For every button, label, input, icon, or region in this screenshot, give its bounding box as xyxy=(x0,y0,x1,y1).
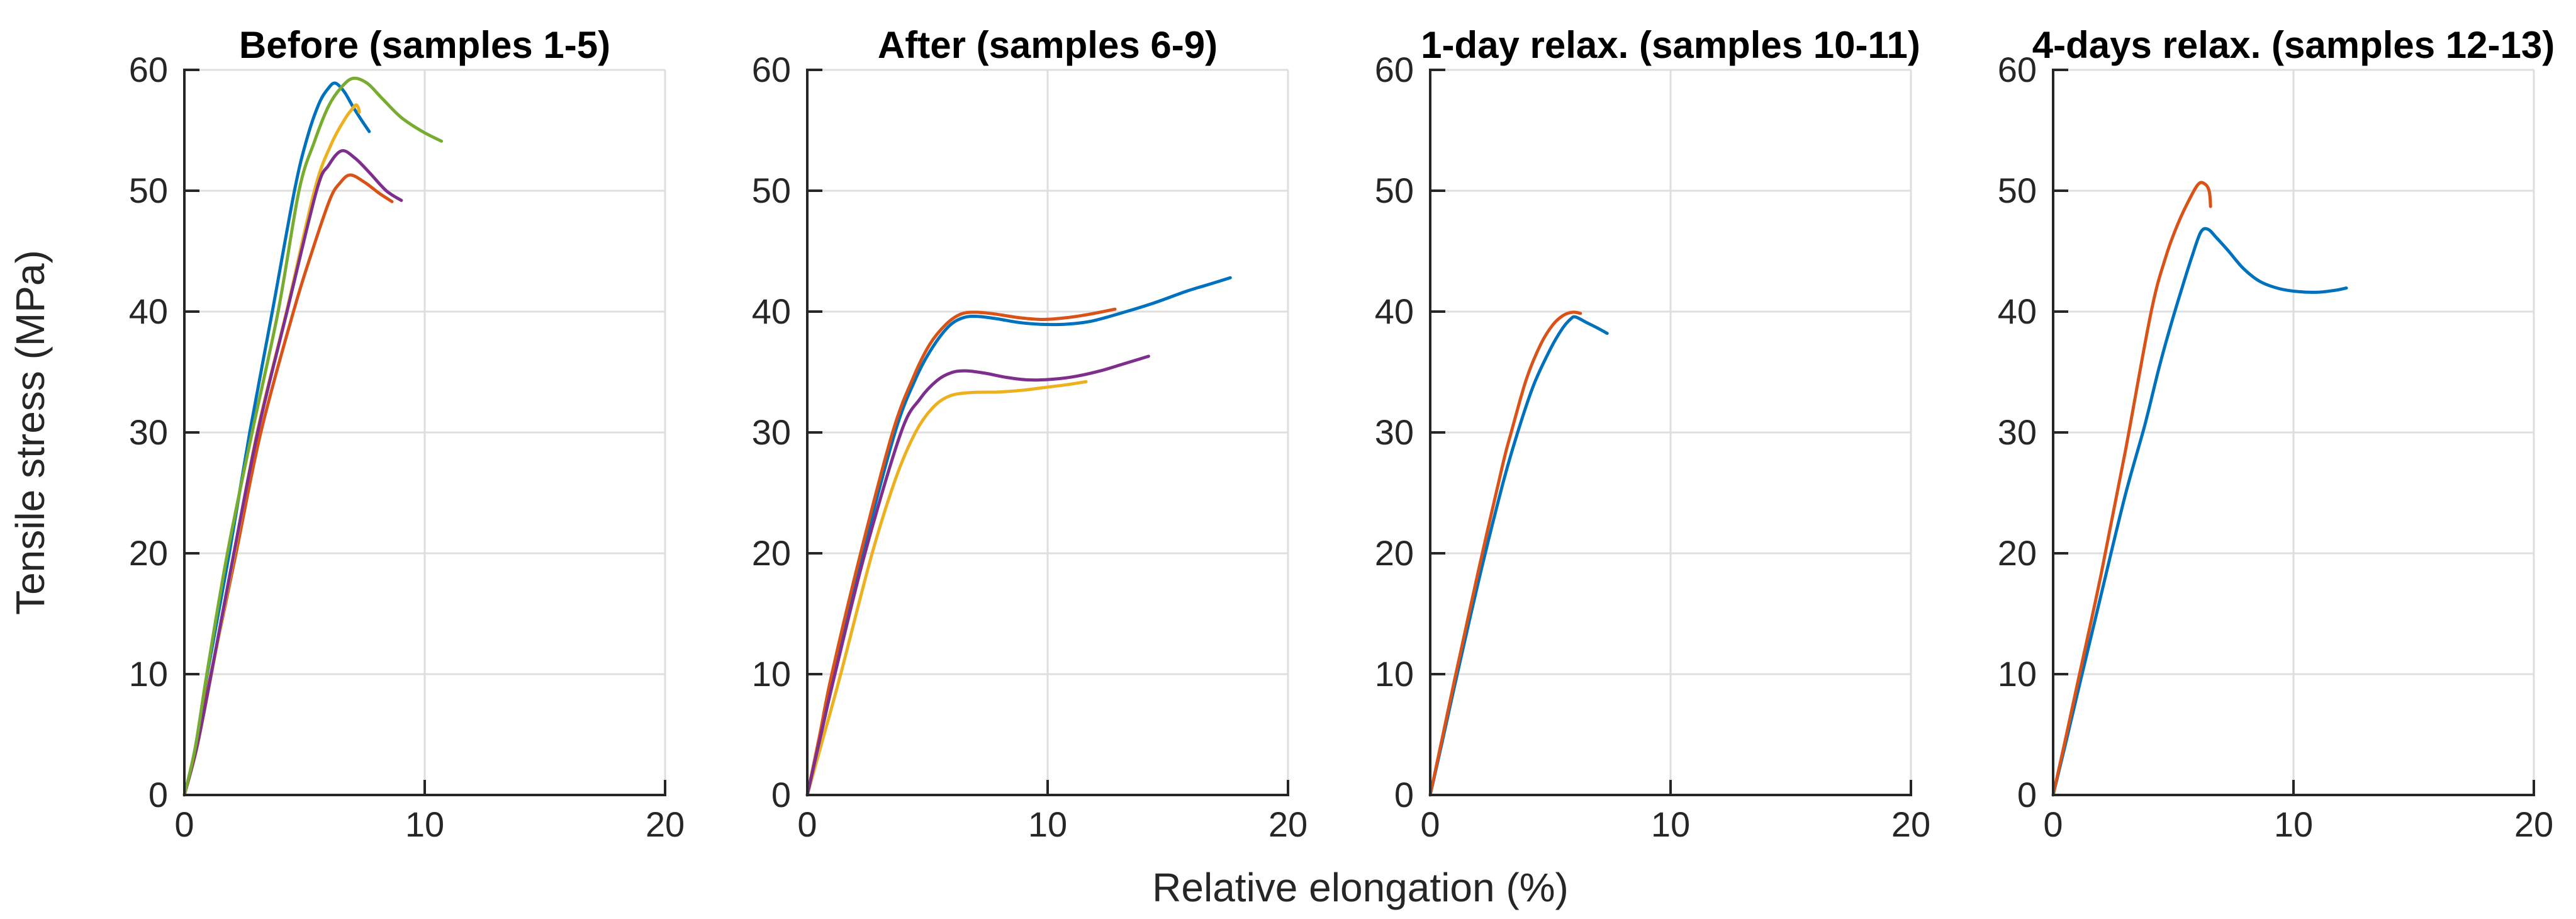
y-axis-label: Tensile stress (MPa) xyxy=(8,250,53,615)
sample-13-curve xyxy=(2051,181,2212,797)
subplot-title: Before (samples 1-5) xyxy=(239,24,610,66)
x-tick-label: 0 xyxy=(1420,804,1440,844)
axes xyxy=(2052,69,2535,796)
sample-7-curve xyxy=(805,307,1117,797)
y-tick-label: 50 xyxy=(752,171,791,210)
x-tick-label: 0 xyxy=(174,804,194,844)
x-tick-label: 20 xyxy=(2514,804,2553,844)
x-tick-label: 10 xyxy=(405,804,444,844)
x-tick-label: 20 xyxy=(1891,804,1930,844)
y-tick-label: 0 xyxy=(148,775,168,815)
y-tick-label: 0 xyxy=(1394,775,1414,815)
y-tick-label: 40 xyxy=(752,291,791,331)
sample-3-curve xyxy=(182,103,361,797)
x-tick-label: 20 xyxy=(646,804,685,844)
y-tick-label: 20 xyxy=(129,533,168,573)
y-tick-label: 60 xyxy=(1998,50,2037,89)
y-tick-label: 0 xyxy=(771,775,791,815)
series-group xyxy=(182,76,444,797)
x-axis-label: Relative elongation (%) xyxy=(1152,865,1569,910)
subplot-title: 1-day relax. (samples 10-11) xyxy=(1421,24,1920,66)
grid xyxy=(1430,69,1912,795)
grid xyxy=(807,69,1289,795)
y-tick-label: 20 xyxy=(1998,533,2037,573)
y-tick-label: 50 xyxy=(1998,171,2037,210)
subplot-2: 0 10 20 0 10 20 30 40 50 60 After (samples 6-9) xyxy=(752,24,1308,844)
sample-4-curve xyxy=(182,149,403,797)
y-tick-label: 10 xyxy=(1998,654,2037,694)
y-tick-label: 60 xyxy=(1375,50,1414,89)
y-tick-label: 40 xyxy=(129,291,168,331)
sample-6-curve xyxy=(805,276,1232,797)
x-tick-label: 10 xyxy=(2274,804,2313,844)
x-tick-label: 10 xyxy=(1028,804,1067,844)
subplot-title: 4-days relax. (samples 12-13) xyxy=(2032,24,2555,66)
sample-12-curve xyxy=(2051,227,2348,797)
grid xyxy=(184,69,666,795)
subplot-1: 0 10 20 0 10 20 30 40 50 60 Before (samples 1-5) xyxy=(129,24,685,844)
x-tick-label: 0 xyxy=(797,804,817,844)
sample-10-curve xyxy=(1428,315,1609,797)
y-tick-label: 50 xyxy=(1375,171,1414,210)
sample-8-curve xyxy=(805,380,1088,797)
series-group xyxy=(805,276,1232,797)
grid xyxy=(2053,69,2535,795)
y-tick-label: 10 xyxy=(129,654,168,694)
y-tick-label: 30 xyxy=(752,412,791,452)
y-tick-label: 40 xyxy=(1998,291,2037,331)
sample-5-curve xyxy=(182,76,444,797)
x-tick-label: 10 xyxy=(1651,804,1690,844)
series-group xyxy=(1428,310,1609,797)
axes xyxy=(1429,69,1912,796)
axes xyxy=(806,69,1289,796)
sample-2-curve xyxy=(182,173,394,797)
subplot-title: After (samples 6-9) xyxy=(878,24,1218,66)
sample-11-curve xyxy=(1428,310,1582,797)
y-tick-label: 10 xyxy=(1375,654,1414,694)
y-tick-label: 60 xyxy=(752,50,791,89)
x-tick-label: 0 xyxy=(2043,804,2063,844)
y-tick-label: 40 xyxy=(1375,291,1414,331)
sample-9-curve xyxy=(805,354,1150,797)
y-tick-label: 30 xyxy=(129,412,168,452)
y-tick-label: 50 xyxy=(129,171,168,210)
y-tick-label: 10 xyxy=(752,654,791,694)
x-tick-label: 20 xyxy=(1268,804,1308,844)
subplot-3: 0 10 20 0 10 20 30 40 50 601-day relax. (samples … xyxy=(1375,24,1930,844)
y-tick-label: 60 xyxy=(129,50,168,89)
axes xyxy=(183,69,666,796)
y-tick-label: 20 xyxy=(752,533,791,573)
y-tick-label: 30 xyxy=(1375,412,1414,452)
y-tick-label: 30 xyxy=(1998,412,2037,452)
y-tick-label: 0 xyxy=(2017,775,2037,815)
y-tick-label: 20 xyxy=(1375,533,1414,573)
subplot-4: 0 10 20 0 10 20 30 40 50 604-days relax. (samples… xyxy=(1998,24,2555,844)
series-group xyxy=(2051,181,2348,797)
